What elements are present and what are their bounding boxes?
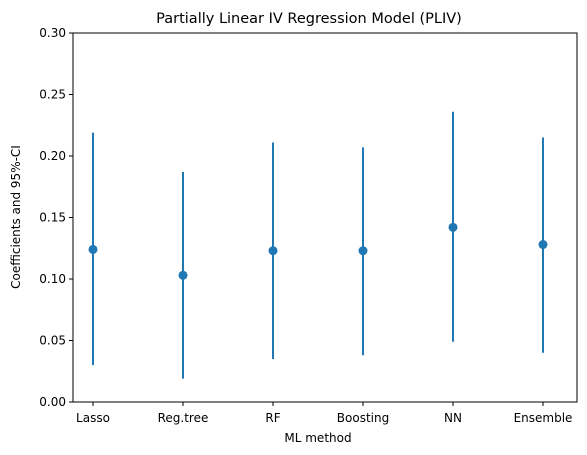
point-estimate xyxy=(448,222,458,232)
y-tick-label: 0.20 xyxy=(39,149,66,163)
point-estimate xyxy=(88,244,98,254)
y-tick-label: 0.05 xyxy=(39,334,66,348)
y-tick-label: 0.15 xyxy=(39,211,66,225)
y-tick-label: 0.25 xyxy=(39,88,66,102)
x-tick-label: Ensemble xyxy=(514,411,573,425)
y-axis-label: Coefficients and 95%-CI xyxy=(9,145,23,289)
x-tick-label: NN xyxy=(444,411,462,425)
x-axis: Lasso Reg.tree RF Boosting NN Ensemble xyxy=(76,402,572,425)
point-estimate xyxy=(358,246,368,256)
point-estimate xyxy=(538,240,548,250)
data-marks xyxy=(88,111,548,379)
y-tick-label: 0.00 xyxy=(39,395,66,409)
x-tick-label: Boosting xyxy=(337,411,389,425)
x-tick-label: RF xyxy=(265,411,280,425)
point-estimate xyxy=(178,270,188,280)
x-axis-label: ML method xyxy=(284,431,351,445)
x-tick-label: Reg.tree xyxy=(158,411,209,425)
y-tick-label: 0.30 xyxy=(39,26,66,40)
y-tick-label: 0.10 xyxy=(39,272,66,286)
x-tick-label: Lasso xyxy=(76,411,110,425)
point-estimate xyxy=(268,246,278,256)
y-axis: 0.00 0.05 0.10 0.15 0.20 0.25 0.30 xyxy=(39,26,73,409)
chart-title: Partially Linear IV Regression Model (PL… xyxy=(156,11,462,27)
